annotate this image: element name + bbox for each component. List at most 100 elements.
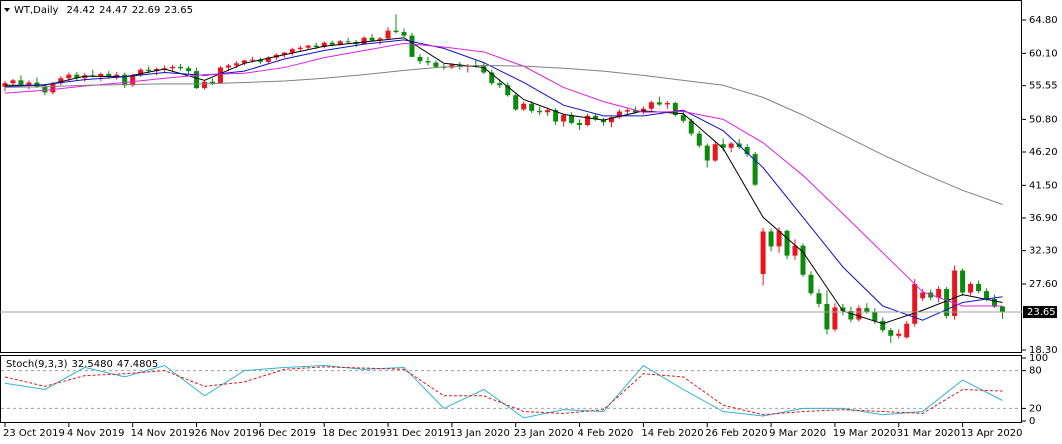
y-tick-label: 50.80 (1029, 114, 1058, 125)
candle-body (696, 133, 702, 146)
candle-body (321, 42, 327, 47)
candle-body (624, 110, 630, 112)
candle-body (656, 102, 662, 105)
y-tick-label: 100 (1029, 353, 1048, 364)
candle-body (569, 115, 575, 123)
candle-body (824, 303, 830, 330)
candle-body (688, 120, 694, 134)
moving-average (4, 64, 1003, 206)
main-header: WT,Daily 24.42 24.47 22.69 23.65 (14, 5, 193, 16)
candle-body (968, 284, 974, 293)
candle-body (577, 122, 583, 126)
candle-body (409, 35, 415, 57)
stoch-main: 32.5480 (71, 359, 112, 370)
candle-body (217, 67, 223, 84)
candle-body (856, 308, 862, 320)
candle-body (752, 154, 758, 185)
candle-body (952, 270, 958, 316)
y-tick-label: 55.55 (1029, 81, 1058, 92)
x-tick-label: 31 Dec 2019 (386, 428, 450, 439)
y-tick-label: 18.30 (1029, 345, 1058, 356)
x-tick-label: 6 Dec 2019 (258, 428, 316, 439)
candle-body (728, 143, 734, 148)
candle-body (816, 293, 822, 304)
stoch-header: Stoch(9,3,3) 32.5480 47.4805 (6, 359, 158, 370)
candle-body (345, 41, 351, 43)
open: 24.42 (66, 5, 95, 16)
candle-body (704, 145, 710, 161)
candle-body (513, 95, 519, 110)
candle-body (632, 110, 638, 113)
candle-body (505, 85, 511, 96)
candle-body (241, 60, 247, 64)
candle-body (26, 82, 32, 85)
candle-body (912, 284, 918, 324)
x-tick-label: 31 Mar 2020 (897, 428, 960, 439)
candle-body (712, 144, 718, 161)
candle-body (545, 110, 551, 113)
candle-body (146, 69, 152, 72)
y-tick-label: 41.50 (1029, 180, 1058, 191)
candle-body (872, 311, 878, 321)
candle-body (896, 333, 902, 336)
candle-body (289, 49, 295, 53)
low: 22.69 (132, 5, 161, 16)
candle-body (585, 115, 591, 126)
candle-body (433, 62, 439, 67)
candle-body (369, 37, 375, 41)
candle-body (257, 59, 263, 62)
candle-body (58, 78, 64, 84)
candle-body (377, 38, 383, 41)
stoch-title: Stoch(9,3,3) (6, 359, 68, 370)
price-label-box (1023, 306, 1057, 319)
candle-body (529, 103, 535, 111)
candle-body (10, 80, 16, 84)
x-tick-label: 4 Nov 2019 (67, 428, 125, 439)
candle-body (960, 270, 966, 293)
y-tick-label: 0 (1029, 416, 1035, 427)
menu-arrow[interactable] (4, 8, 10, 12)
candle-body (720, 144, 726, 148)
candle-body (82, 75, 88, 79)
candle-body (313, 45, 319, 47)
candle-body (297, 47, 303, 50)
candle-body (680, 115, 686, 121)
candle-body (784, 230, 790, 256)
candle-body (74, 74, 80, 79)
candle-body (281, 52, 287, 55)
candle-body (225, 65, 231, 68)
candle-body (672, 103, 678, 116)
candle-body (393, 30, 399, 33)
candle-body (66, 74, 72, 79)
candle-body (768, 231, 774, 247)
moving-average (5, 37, 1003, 325)
candle-body (920, 292, 926, 299)
moving-average (4, 42, 1003, 307)
x-tick-label: 23 Jan 2020 (514, 428, 574, 439)
candle-body (50, 83, 56, 93)
candle-body (249, 59, 255, 61)
candle-body (417, 56, 423, 62)
candle-body (122, 74, 128, 86)
y-tick-label: 32.30 (1029, 246, 1058, 257)
candle-body (481, 66, 487, 73)
candle-body (106, 73, 112, 77)
candle-body (944, 288, 950, 316)
y-tick-label: 36.90 (1029, 213, 1058, 224)
candle-body (114, 74, 120, 77)
x-tick-label: 13 Jan 2020 (450, 428, 510, 439)
y-tick-label: 27.60 (1029, 279, 1058, 290)
candle-body (800, 245, 806, 275)
y-tick-label: 80 (1029, 366, 1042, 377)
stoch-panel (0, 355, 1022, 423)
y-tick-label: 46.20 (1029, 147, 1058, 158)
x-tick-label: 26 Feb 2020 (705, 428, 767, 439)
y-tick-label: 64.80 (1029, 15, 1058, 26)
candle-body (497, 83, 503, 86)
moving-average (4, 39, 1003, 321)
candle-body (880, 320, 886, 331)
candle-body (489, 72, 495, 84)
candle-body (202, 81, 207, 89)
candle-body (616, 111, 622, 118)
